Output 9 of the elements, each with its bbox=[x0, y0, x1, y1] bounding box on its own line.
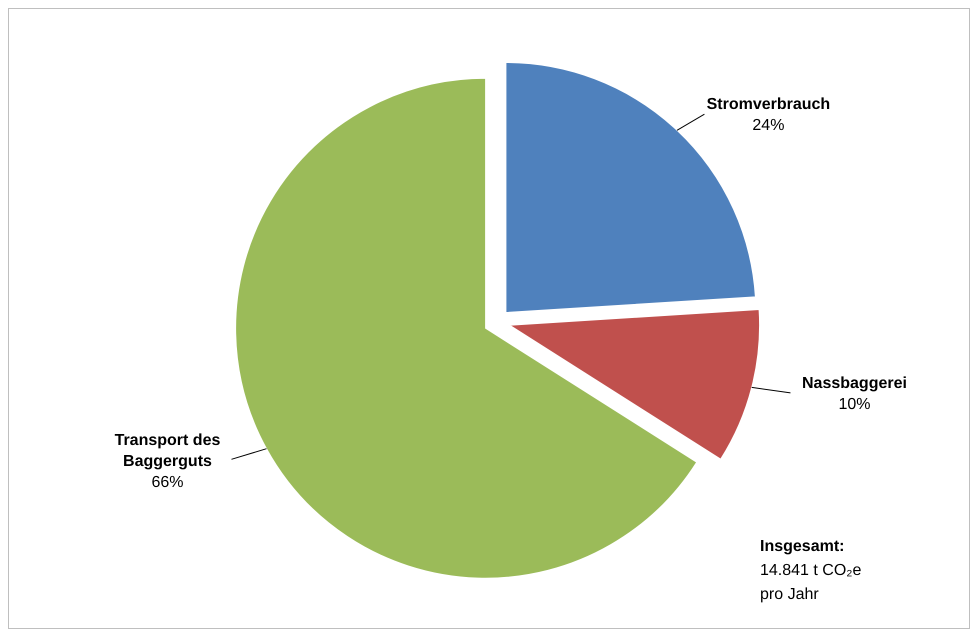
text: 14.841 t CO₂e bbox=[760, 562, 862, 579]
slice-label: Transport des Baggerguts bbox=[114, 432, 220, 470]
text: pro Jahr bbox=[760, 586, 820, 603]
data-label: 10% bbox=[838, 396, 870, 413]
text: Insgesamt: bbox=[760, 538, 844, 555]
data-label: 24% bbox=[752, 117, 784, 134]
slice-label: Nassbaggerei bbox=[802, 374, 907, 392]
slice-label: Stromverbrauch bbox=[706, 96, 830, 114]
data-label: 66% bbox=[151, 474, 184, 491]
